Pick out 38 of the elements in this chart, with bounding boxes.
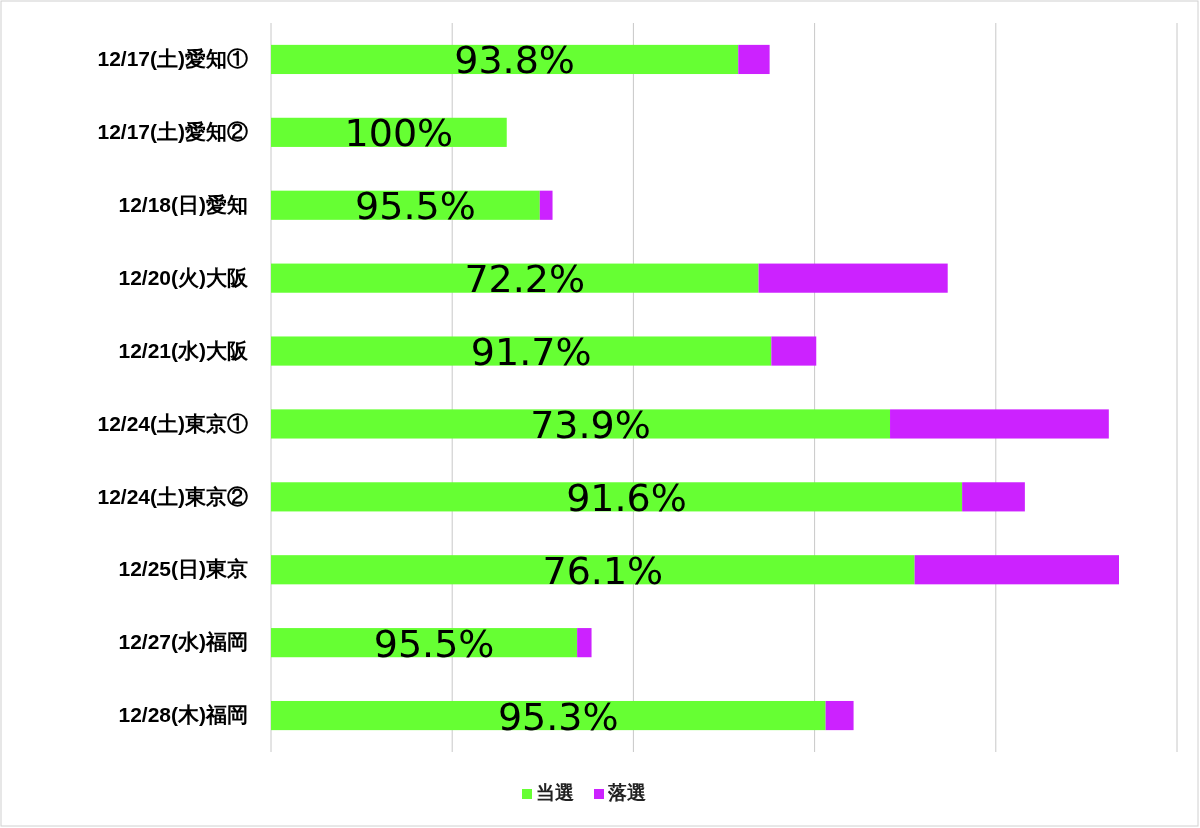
bar [962, 482, 1025, 512]
bar [539, 190, 553, 220]
y-tick-label: 12/24(土)東京② [97, 484, 248, 508]
bar [771, 336, 817, 366]
bar [271, 555, 915, 585]
annotation: 95.5% [355, 184, 476, 229]
bar [738, 44, 770, 75]
bar [271, 336, 772, 366]
bar [271, 409, 891, 439]
annotation: 95.5% [373, 621, 495, 666]
bar [271, 700, 826, 731]
annotation: 100% [344, 111, 454, 156]
legend-label: 落選 [607, 781, 646, 803]
annotation: 93.8% [454, 38, 575, 83]
y-tick-label: 12/25(日)東京 [118, 557, 248, 581]
bar [271, 263, 759, 293]
bar [271, 44, 739, 75]
bar [577, 628, 592, 658]
y-tick-label: 12/20(火)大阪 [118, 265, 249, 289]
bar [890, 409, 1109, 439]
y-tick-label: 12/24(土)東京① [97, 411, 248, 435]
bar [914, 555, 1119, 585]
legend-label: 当選 [536, 781, 574, 803]
bar [271, 482, 963, 512]
annotation: 91.7% [470, 330, 592, 375]
bar [825, 700, 854, 731]
y-tick-label: 12/17(土)愛知① [97, 47, 248, 71]
y-tick-label: 12/21(水)大阪 [118, 338, 249, 362]
y-tick-label: 12/27(水)福岡 [118, 630, 248, 654]
annotation: 72.2% [464, 257, 586, 302]
y-tick-label: 12/18(日)愛知 [118, 192, 248, 216]
bar [758, 263, 948, 293]
annotation: 95.3% [497, 694, 619, 739]
y-tick-label: 12/28(木)福岡 [118, 703, 248, 727]
annotation: 76.1% [542, 548, 664, 593]
annotation: 73.9% [530, 402, 651, 447]
annotation: 91.6% [566, 475, 687, 520]
y-tick-label: 12/17(土)愛知② [97, 120, 248, 144]
